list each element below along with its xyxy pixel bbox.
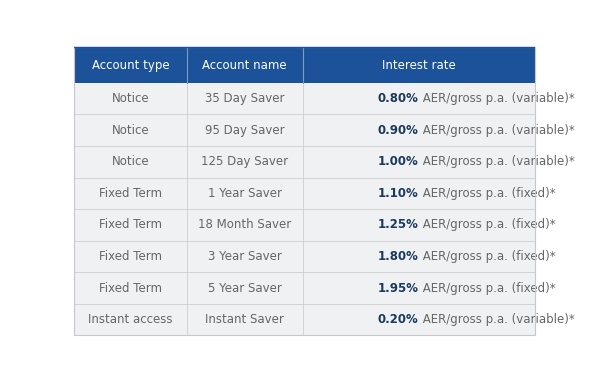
Text: Notice: Notice xyxy=(112,124,149,137)
Text: AER/gross p.a. (variable)*: AER/gross p.a. (variable)* xyxy=(419,155,574,168)
Text: 0.80%: 0.80% xyxy=(378,92,419,105)
Text: AER/gross p.a. (fixed)*: AER/gross p.a. (fixed)* xyxy=(419,282,555,294)
Bar xyxy=(74,114,535,146)
Text: AER/gross p.a. (fixed)*: AER/gross p.a. (fixed)* xyxy=(419,187,555,200)
Text: AER/gross p.a. (variable)*: AER/gross p.a. (variable)* xyxy=(419,124,574,137)
Bar xyxy=(74,304,535,335)
Text: 18 Month Saver: 18 Month Saver xyxy=(198,218,292,232)
Bar xyxy=(74,272,535,304)
Text: Fixed Term: Fixed Term xyxy=(99,250,162,263)
Text: Interest rate: Interest rate xyxy=(382,59,456,72)
Bar xyxy=(74,146,535,177)
Text: 5 Year Saver: 5 Year Saver xyxy=(208,282,282,294)
Text: Instant access: Instant access xyxy=(88,313,173,326)
Text: 0.20%: 0.20% xyxy=(378,313,419,326)
Text: Account name: Account name xyxy=(203,59,287,72)
Bar xyxy=(74,241,535,272)
Text: 1.95%: 1.95% xyxy=(378,282,419,294)
Bar xyxy=(74,177,535,209)
Text: 35 Day Saver: 35 Day Saver xyxy=(205,92,285,105)
Text: Fixed Term: Fixed Term xyxy=(99,218,162,232)
Text: Fixed Term: Fixed Term xyxy=(99,187,162,200)
Text: AER/gross p.a. (fixed)*: AER/gross p.a. (fixed)* xyxy=(419,250,555,263)
Bar xyxy=(74,209,535,241)
Text: 95 Day Saver: 95 Day Saver xyxy=(205,124,285,137)
Text: 0.90%: 0.90% xyxy=(378,124,419,137)
Text: AER/gross p.a. (variable)*: AER/gross p.a. (variable)* xyxy=(419,313,574,326)
Text: AER/gross p.a. (fixed)*: AER/gross p.a. (fixed)* xyxy=(419,218,555,232)
Text: Notice: Notice xyxy=(112,155,149,168)
Bar xyxy=(74,47,535,83)
Text: 1.00%: 1.00% xyxy=(378,155,419,168)
Text: Fixed Term: Fixed Term xyxy=(99,282,162,294)
Text: Account type: Account type xyxy=(91,59,169,72)
Text: Instant Saver: Instant Saver xyxy=(206,313,284,326)
Text: 1 Year Saver: 1 Year Saver xyxy=(208,187,282,200)
Text: 1.25%: 1.25% xyxy=(378,218,419,232)
Text: 1.80%: 1.80% xyxy=(378,250,419,263)
Text: AER/gross p.a. (variable)*: AER/gross p.a. (variable)* xyxy=(419,92,574,105)
Bar xyxy=(74,83,535,114)
Text: 125 Day Saver: 125 Day Saver xyxy=(201,155,288,168)
Text: Notice: Notice xyxy=(112,92,149,105)
Text: 1.10%: 1.10% xyxy=(378,187,419,200)
Text: 3 Year Saver: 3 Year Saver xyxy=(208,250,282,263)
